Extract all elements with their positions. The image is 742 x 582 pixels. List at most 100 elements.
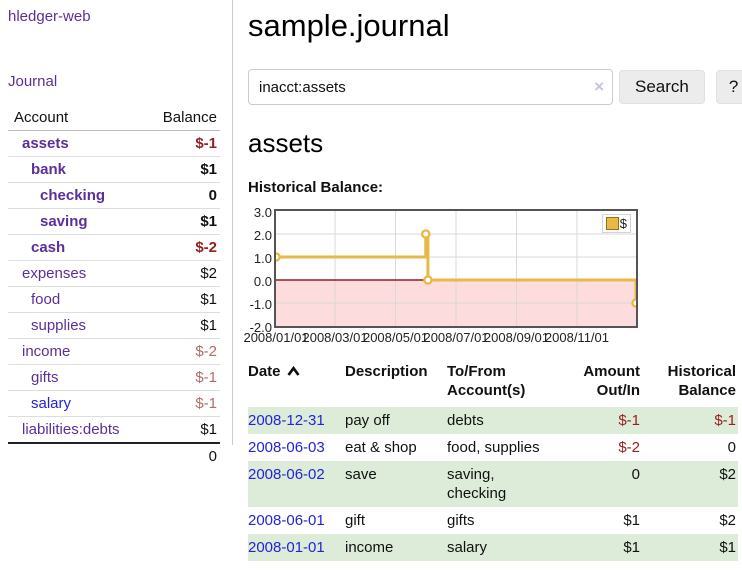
chart-canvas xyxy=(276,211,636,326)
account-row: cash $-2 xyxy=(8,234,220,261)
transaction-balance-cell: $-1 xyxy=(714,412,736,429)
transaction-date-link[interactable]: 2008-01-01 xyxy=(248,539,325,556)
account-balance: 0 xyxy=(143,182,220,209)
account-balance: $-2 xyxy=(143,338,220,365)
x-axis-tick-label: 2008/03/01 xyxy=(302,330,368,345)
x-axis-tick-label: 2008/09/01 xyxy=(483,330,550,345)
transaction-accounts-cell: gifts xyxy=(447,512,475,529)
account-balance: $-1 xyxy=(143,364,220,391)
transaction-description-cell: eat & shop xyxy=(345,439,417,456)
description-column-header: Description xyxy=(345,363,428,380)
account-balance: $1 xyxy=(143,156,220,183)
account-link[interactable]: cash xyxy=(31,239,66,256)
date-header-label: Date xyxy=(248,363,281,380)
transaction-date-cell: 2008-06-03 xyxy=(248,434,345,461)
account-row: income $-2 xyxy=(8,338,220,365)
account-name-cell: saving xyxy=(8,208,144,235)
x-axis-tick-label: 2008/11/01 xyxy=(544,330,610,345)
account-row: assets $-1 xyxy=(8,131,220,157)
transaction-amount-cell: 0 xyxy=(631,466,640,483)
account-balance: $-1 xyxy=(143,390,220,417)
account-link[interactable]: bank xyxy=(31,161,67,178)
register-header-row: Date Description To/From Account(s) Amou… xyxy=(248,362,738,407)
account-link[interactable]: saving xyxy=(40,213,88,230)
accounts-table: Account Balance assets $-1 bank $1 checking 0… xyxy=(8,107,220,469)
account-name-cell: expenses xyxy=(8,260,144,287)
transaction-amount-cell: $1 xyxy=(623,512,640,529)
brand-link[interactable]: hledger-web xyxy=(8,8,91,25)
page-title: sample.journal xyxy=(248,8,450,43)
transaction-balance-cell: $2 xyxy=(719,512,736,529)
transaction-amount-cell: $1 xyxy=(623,539,640,556)
accounts-total-spacer xyxy=(8,442,144,469)
search-input[interactable] xyxy=(248,69,613,105)
clear-search-icon[interactable]: × xyxy=(594,77,604,96)
date-column-header[interactable]: Date xyxy=(248,362,345,407)
account-balance: $2 xyxy=(143,260,220,287)
transaction-date-cell: 2008-12-31 xyxy=(248,407,345,434)
account-link[interactable]: gifts xyxy=(31,369,59,386)
transaction-balance-cell: $1 xyxy=(719,539,736,556)
y-axis-tick-label: -1.0 xyxy=(249,297,272,312)
app: hledger-web Journal Account Balance asse… xyxy=(0,0,742,561)
x-axis-tick-label: 2008/01/01 xyxy=(243,330,309,345)
account-row: checking 0 xyxy=(8,182,220,209)
accounts-total-value: 0 xyxy=(143,442,220,469)
account-balance: $-2 xyxy=(143,234,220,261)
transaction-description-cell: save xyxy=(345,466,377,483)
legend-label: $ xyxy=(619,216,627,231)
sidebar: hledger-web Journal Account Balance asse… xyxy=(0,0,233,469)
account-row: salary $-1 xyxy=(8,390,220,417)
account-name-cell: gifts xyxy=(8,364,144,391)
help-button[interactable]: ? xyxy=(715,70,742,104)
transaction-accounts-cell: salary xyxy=(447,539,488,556)
account-link[interactable]: liabilities:debts xyxy=(22,421,120,438)
y-axis-tick-label: 1.0 xyxy=(253,251,272,266)
transaction-description-cell: gift xyxy=(345,512,366,529)
account-link[interactable]: food xyxy=(31,291,61,308)
account-name-cell: salary xyxy=(8,390,144,417)
account-link[interactable]: checking xyxy=(40,187,106,204)
amount-column-header: Amount Out/In xyxy=(583,363,640,399)
x-axis-tick-label: 2008/07/01 xyxy=(423,330,489,345)
account-link[interactable]: income xyxy=(22,343,71,360)
legend-swatch-icon xyxy=(605,217,619,230)
y-axis-tick-label: 0.0 xyxy=(253,274,272,289)
transaction-date-link[interactable]: 2008-06-03 xyxy=(248,439,325,456)
accounts-column-header: To/From Account(s) xyxy=(447,363,526,399)
account-row: supplies $1 xyxy=(8,312,220,339)
transaction-date-link[interactable]: 2008-06-01 xyxy=(248,512,325,529)
account-link[interactable]: assets xyxy=(22,135,69,152)
account-row: saving $1 xyxy=(8,208,220,235)
sort-ascending-icon xyxy=(286,366,300,376)
search-button[interactable]: Search xyxy=(619,70,705,104)
account-link[interactable]: supplies xyxy=(31,317,87,334)
account-row: gifts $-1 xyxy=(8,364,220,391)
transaction-accounts-cell: food, supplies xyxy=(447,439,540,456)
transaction-accounts-cell: saving, checking xyxy=(447,466,507,502)
transaction-description-cell: pay off xyxy=(345,412,390,429)
transaction-date-cell: 2008-01-01 xyxy=(248,534,345,561)
sidebar-item-journal[interactable]: Journal xyxy=(8,73,58,90)
transaction-row: 2008-06-03 eat & shop food, supplies $-2 0 xyxy=(248,434,738,461)
account-row: bank $1 xyxy=(8,156,220,183)
account-heading: assets xyxy=(248,128,324,158)
chart-legend: $ xyxy=(601,214,631,233)
transaction-date-link[interactable]: 2008-06-02 xyxy=(248,466,325,483)
y-axis-tick-label: 2.0 xyxy=(253,228,272,243)
chart-plot-area: $ xyxy=(274,209,638,328)
account-balance: $1 xyxy=(143,208,220,235)
account-link[interactable]: salary xyxy=(31,395,72,412)
register-table-body: 2008-12-31 pay off debts $-1 $-1 2008-06-03 ea… xyxy=(248,407,738,561)
account-link[interactable]: expenses xyxy=(22,265,87,282)
account-row: liabilities:debts $1 xyxy=(8,416,220,443)
search-form: × Search ? xyxy=(248,69,742,105)
account-name-cell: income xyxy=(8,338,144,365)
transaction-date-cell: 2008-06-02 xyxy=(248,461,345,507)
balance-chart: 3.0 2.0 1.0 0.0 -1.0 -2.0 $ 2008/01/01 2008/03… xyxy=(243,205,668,351)
search-input-wrap: × xyxy=(248,69,613,105)
transaction-date-link[interactable]: 2008-12-31 xyxy=(248,412,325,429)
transaction-description-cell: income xyxy=(345,539,394,556)
transaction-amount-cell: $-1 xyxy=(618,412,640,429)
transaction-row: 2008-06-01 gift gifts $1 $2 xyxy=(248,507,738,534)
